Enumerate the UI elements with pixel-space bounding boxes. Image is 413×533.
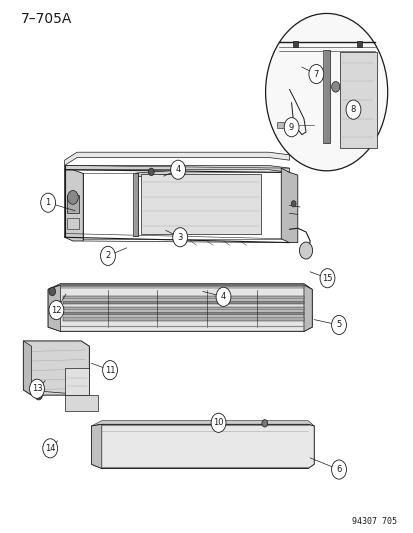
Circle shape	[43, 439, 57, 458]
Circle shape	[170, 160, 185, 179]
Text: 7–705A: 7–705A	[21, 12, 73, 27]
Bar	[62, 312, 303, 316]
Polygon shape	[91, 424, 102, 469]
Polygon shape	[91, 424, 313, 469]
Bar	[62, 318, 303, 321]
Circle shape	[102, 361, 117, 379]
Circle shape	[265, 13, 387, 171]
Text: 4: 4	[175, 165, 180, 174]
Text: 13: 13	[32, 384, 42, 393]
Circle shape	[67, 190, 78, 204]
Text: 3: 3	[177, 233, 183, 242]
Bar	[276, 122, 287, 128]
Circle shape	[290, 200, 295, 207]
Polygon shape	[137, 171, 186, 179]
Polygon shape	[303, 285, 311, 332]
Bar	[141, 174, 260, 233]
Bar	[66, 195, 79, 213]
Circle shape	[172, 228, 187, 247]
Circle shape	[211, 413, 225, 432]
Bar	[62, 301, 303, 304]
Circle shape	[148, 168, 154, 175]
Circle shape	[331, 460, 346, 479]
Bar	[62, 296, 303, 299]
Circle shape	[331, 82, 339, 92]
Polygon shape	[91, 421, 313, 426]
Circle shape	[283, 118, 298, 137]
Bar	[356, 41, 361, 47]
Circle shape	[29, 379, 44, 398]
Polygon shape	[280, 168, 297, 243]
Circle shape	[40, 193, 55, 212]
Text: 5: 5	[336, 320, 341, 329]
Circle shape	[35, 390, 42, 400]
Circle shape	[214, 417, 223, 429]
Text: 15: 15	[321, 273, 332, 282]
Polygon shape	[48, 284, 311, 289]
Circle shape	[261, 419, 267, 427]
Circle shape	[319, 269, 334, 288]
Bar	[322, 50, 329, 143]
Polygon shape	[64, 169, 83, 241]
Text: 94307 705: 94307 705	[351, 517, 396, 526]
Polygon shape	[23, 341, 89, 395]
Circle shape	[308, 64, 323, 84]
Circle shape	[331, 316, 346, 335]
Text: 12: 12	[51, 305, 62, 314]
Text: 7: 7	[313, 70, 318, 78]
Circle shape	[299, 242, 312, 259]
Polygon shape	[64, 165, 289, 172]
Bar	[62, 306, 303, 310]
Polygon shape	[23, 341, 31, 395]
Text: 11: 11	[104, 366, 115, 375]
Polygon shape	[64, 395, 97, 411]
Bar	[66, 217, 79, 229]
Circle shape	[49, 301, 64, 320]
Text: 10: 10	[213, 418, 223, 427]
Circle shape	[49, 287, 55, 296]
Text: 2: 2	[105, 252, 110, 260]
Bar	[292, 41, 297, 47]
Text: 8: 8	[350, 105, 355, 114]
Bar	[133, 173, 138, 236]
Text: 4: 4	[221, 292, 225, 301]
Text: 14: 14	[45, 444, 55, 453]
Circle shape	[345, 100, 360, 119]
Circle shape	[100, 246, 115, 265]
Polygon shape	[48, 285, 311, 332]
Text: 1: 1	[45, 198, 51, 207]
Polygon shape	[64, 368, 89, 395]
Circle shape	[216, 287, 230, 306]
Bar	[339, 52, 376, 148]
Polygon shape	[48, 285, 60, 332]
Text: 9: 9	[288, 123, 294, 132]
Text: 6: 6	[335, 465, 341, 474]
Polygon shape	[64, 152, 289, 165]
